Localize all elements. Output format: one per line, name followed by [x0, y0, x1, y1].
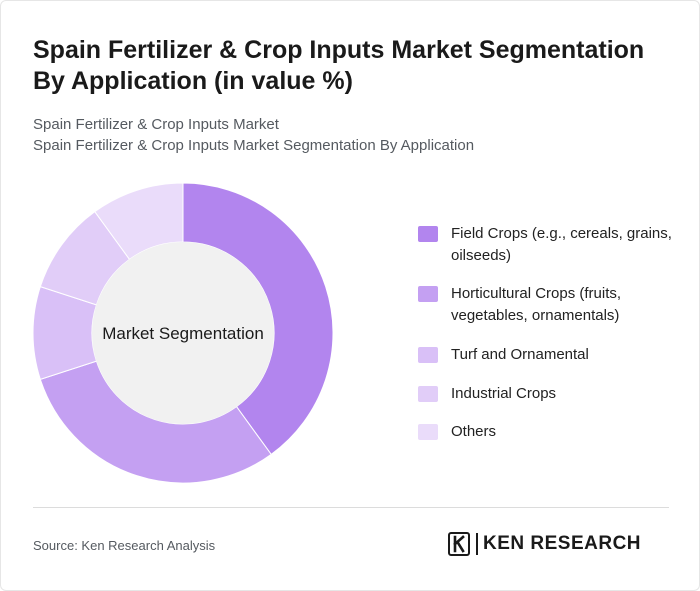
legend-item[interactable]: Turf and Ornamental [418, 344, 681, 366]
legend-item[interactable]: Horticultural Crops (fruits, vegetables,… [418, 283, 681, 327]
legend-item[interactable]: Field Crops (e.g., cereals, grains, oils… [418, 223, 681, 267]
ken-logo-icon [448, 532, 470, 556]
chart-title: Spain Fertilizer & Crop Inputs Market Se… [33, 36, 645, 95]
source-note: Source: Ken Research Analysis [33, 538, 216, 553]
donut-hole [92, 242, 274, 424]
donut-svg: Market Segmentation [32, 182, 334, 484]
center-label: Market Segmentation [102, 324, 264, 343]
legend-item[interactable]: Industrial Crops [418, 383, 681, 405]
legend-swatch [418, 286, 438, 302]
legend-label: Turf and Ornamental [451, 346, 589, 363]
legend-swatch [418, 226, 438, 242]
chart-subtitle: Spain Fertilizer & Crop Inputs Market Sp… [33, 114, 474, 156]
donut-slice[interactable] [182, 182, 334, 456]
brand-separator [476, 533, 478, 555]
legend-item[interactable]: Others [418, 421, 681, 443]
legend-swatch [418, 347, 438, 363]
legend-label: Others [451, 423, 497, 440]
brand-logo: KEN RESEARCH [448, 532, 641, 556]
brand-name: KEN RESEARCH [483, 533, 642, 554]
subtitle-line-2: Spain Fertilizer & Crop Inputs Market Se… [33, 137, 475, 154]
legend-label: Horticultural Crops (fruits, vegetables,… [451, 285, 622, 324]
footer-divider [33, 507, 669, 508]
legend-swatch [418, 424, 438, 440]
legend-label: Industrial Crops [451, 385, 557, 402]
donut-chart: Market Segmentation [31, 181, 335, 485]
legend-swatch [418, 386, 438, 402]
subtitle-line-1: Spain Fertilizer & Crop Inputs Market [33, 116, 279, 133]
legend-label: Field Crops (e.g., cereals, grains, oils… [451, 225, 672, 264]
